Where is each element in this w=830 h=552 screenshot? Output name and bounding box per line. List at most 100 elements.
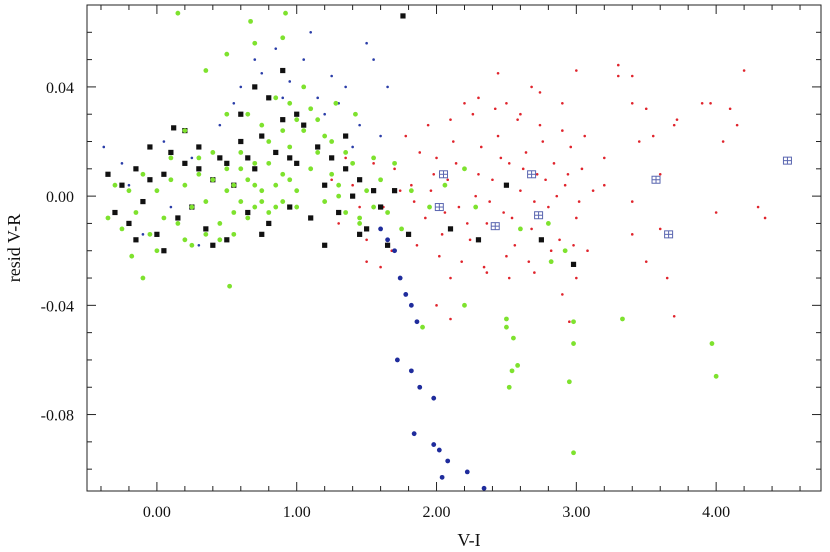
data-point-square <box>294 111 300 117</box>
data-point <box>454 162 458 165</box>
data-point <box>533 200 536 203</box>
data-point <box>189 242 195 248</box>
data-point-square <box>196 166 202 172</box>
data-point-boxed-plus <box>534 211 544 220</box>
data-point <box>253 58 257 61</box>
data-point <box>586 249 589 253</box>
data-point <box>502 211 505 214</box>
data-point-square <box>252 166 258 172</box>
data-point <box>280 128 286 133</box>
data-point <box>616 74 620 78</box>
data-point <box>439 474 445 480</box>
data-point-square <box>343 166 349 172</box>
data-point <box>217 237 223 243</box>
data-point <box>218 123 222 127</box>
data-marks <box>102 10 792 491</box>
data-point <box>527 260 531 263</box>
data-point <box>182 128 188 133</box>
data-point <box>273 204 279 210</box>
data-point <box>140 171 146 177</box>
data-point-square <box>447 226 454 232</box>
y-tick-label: 0.00 <box>46 189 74 206</box>
data-point-square <box>238 111 244 117</box>
data-point <box>713 373 719 379</box>
data-point <box>252 160 258 166</box>
data-point <box>169 205 173 209</box>
data-point <box>308 166 314 172</box>
plot-frame <box>86 4 822 492</box>
data-point <box>507 276 511 280</box>
data-point-square <box>280 67 286 74</box>
data-point-square <box>315 144 321 150</box>
data-point <box>709 101 712 105</box>
data-point <box>435 156 438 160</box>
data-point <box>379 134 382 138</box>
data-point-square <box>357 231 363 237</box>
data-point <box>465 222 469 225</box>
data-point-square <box>391 188 398 194</box>
data-point <box>547 205 550 209</box>
data-point <box>558 238 561 242</box>
data-point-square <box>343 133 349 139</box>
data-point <box>566 172 570 176</box>
data-point <box>190 156 194 160</box>
data-point <box>658 172 662 176</box>
data-point <box>397 275 403 281</box>
data-point-square <box>405 231 412 237</box>
data-point <box>591 189 595 192</box>
data-point <box>274 47 278 50</box>
x-tick-label: 2.00 <box>423 504 451 521</box>
data-point-square <box>329 155 335 161</box>
data-point <box>541 140 545 143</box>
data-point-square <box>384 242 391 248</box>
data-point <box>196 171 202 177</box>
data-point <box>119 226 125 232</box>
data-point <box>322 199 328 204</box>
data-point <box>392 248 397 254</box>
data-point <box>260 71 264 75</box>
data-point-square <box>140 198 146 205</box>
data-point <box>398 189 402 192</box>
data-point <box>460 260 463 263</box>
data-point <box>379 265 382 269</box>
data-point-square <box>203 226 209 232</box>
data-point <box>630 233 634 236</box>
data-point <box>336 193 342 199</box>
data-point <box>408 368 414 374</box>
data-point <box>404 134 408 138</box>
data-point <box>513 243 517 247</box>
data-point <box>471 112 475 116</box>
data-point <box>102 145 106 149</box>
data-point <box>548 259 554 265</box>
data-point <box>424 216 427 220</box>
data-point <box>644 260 648 263</box>
y-tick-label: -0.08 <box>41 408 74 425</box>
data-point <box>571 319 576 325</box>
data-point-square <box>245 155 251 161</box>
data-point <box>147 231 153 237</box>
data-point <box>420 324 425 330</box>
data-point <box>515 363 521 368</box>
data-point <box>364 188 370 194</box>
data-point <box>505 101 508 105</box>
data-point <box>259 122 265 128</box>
data-point <box>217 221 223 226</box>
data-point <box>330 178 333 182</box>
data-point <box>315 150 321 155</box>
data-point <box>280 171 286 177</box>
data-point <box>477 172 480 176</box>
data-point <box>504 316 509 322</box>
data-point-square <box>287 204 293 210</box>
data-point-square <box>217 155 223 161</box>
data-point <box>630 74 634 78</box>
data-point <box>154 248 160 254</box>
data-point <box>287 144 293 150</box>
data-point <box>133 210 139 215</box>
data-point <box>378 226 383 232</box>
data-point-square <box>161 248 167 254</box>
data-point <box>493 107 497 111</box>
data-point-square <box>133 237 139 243</box>
data-point <box>175 221 181 226</box>
data-point <box>735 123 739 127</box>
